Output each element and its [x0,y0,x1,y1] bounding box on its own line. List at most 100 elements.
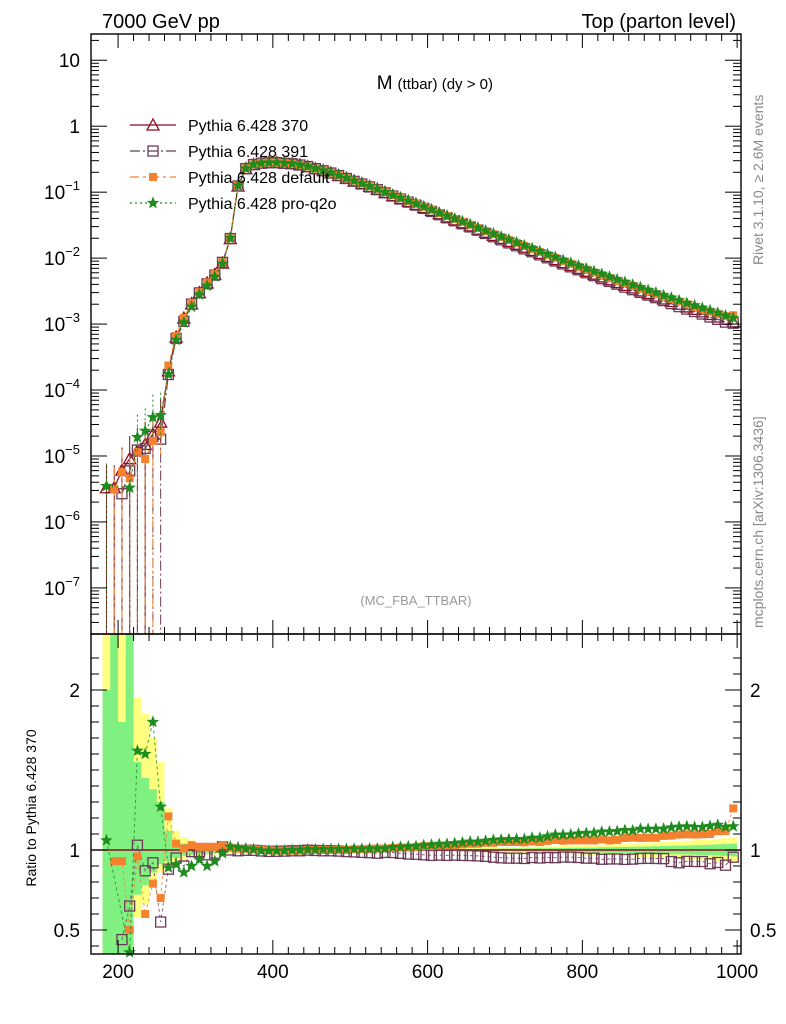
main-point [618,275,632,288]
beam-energy-label: 7000 GeV pp [102,11,220,33]
main-point [726,311,740,324]
ratio-point [549,852,561,864]
ratio-point [195,842,204,851]
x-tick-label: 1000 [716,962,758,983]
ratio-point [510,852,523,864]
ratio-point [148,879,157,888]
y-tick-label: 10−7 [44,574,80,600]
ratio-point [727,851,739,863]
main-point [487,226,500,240]
main-point [657,288,670,301]
ratio-y-tick-label-right: 2 [750,681,761,702]
ratio-point [147,857,159,869]
main-point [285,157,299,170]
ratio-point [696,855,708,868]
legend-entry-2: Pythia 6.428 391 [130,144,308,161]
y-tick-exponent: −2 [65,244,80,259]
main-point [332,168,345,181]
main-point [502,232,516,245]
main-point [719,308,732,321]
ratio-point [706,830,715,838]
ratio-point [659,831,668,840]
ratio-point [673,857,685,869]
ratio-point [680,819,694,832]
main-point [471,221,485,234]
ratio-point [518,852,530,865]
ratio-point [131,839,144,851]
main-point [634,280,647,293]
main-point [579,261,593,274]
ratio-point [712,856,724,869]
ratio-point [433,849,445,861]
rivet-version-label: Rivet 3.1.10, ≥ 2.6M events [750,95,766,265]
y-tick-base: 10 [59,51,80,72]
ratio-point [610,824,624,837]
main-point [216,256,229,270]
y-tick-label: 10−5 [44,442,80,468]
ratio-point [138,747,152,760]
process-label: Top (parton level) [581,11,736,33]
main-point [595,267,608,280]
ratio-point [634,852,647,865]
main-point [146,410,160,423]
main-point [208,269,222,283]
ratio-point [139,865,151,877]
ratio-uncertainty-band [91,634,741,954]
main-point [270,155,283,168]
main-point [370,182,384,195]
ratio-point [425,849,438,862]
y-tick-exponent: −5 [65,442,80,457]
ratio-point [231,840,245,853]
ratio-point [667,831,676,840]
main-point [177,315,191,328]
ratio-point [651,833,660,842]
ratio-point [657,852,670,865]
main-point [200,279,214,292]
analysis-tag: (MC_FBA_TTBAR) [360,593,471,608]
ratio-point [574,836,583,845]
ratio-point [464,849,476,862]
ratio-point [100,833,113,846]
ratio-point [665,855,678,868]
y-tick-exponent: −3 [65,310,80,325]
main-point [239,161,253,174]
ratio-point [495,852,507,864]
main-point [518,238,531,251]
main-point [363,179,376,192]
ratio-point [690,830,699,839]
main-point [386,188,400,201]
ratio-point [565,851,577,863]
y-tick-exponent: −7 [65,574,80,589]
main-point [309,161,322,174]
ratio-point [193,852,206,865]
ratio-panel-series [100,715,740,958]
main-point [169,333,183,346]
legend-entry-3: Pythia 6.428 default [130,170,330,187]
ratio-point [216,846,229,859]
ratio-series-1 [116,839,739,946]
ratio-point [729,804,738,813]
main-point [564,256,578,269]
ratio-point [603,853,616,865]
ratio-point [587,826,601,839]
ratio-frame [90,633,742,955]
ratio-point [580,852,592,864]
ratio-band-yellow [102,634,738,954]
ratio-point [162,860,175,873]
ratio-point [605,836,614,845]
main-point [549,250,562,263]
ratio-point [526,851,538,864]
main-point [340,171,353,184]
ratio-point [681,855,693,868]
ratio-point [588,852,600,864]
main-point [432,206,446,219]
main-point [556,253,570,266]
ratio-band-green [102,634,738,954]
ratio-point [141,910,150,918]
y-tick-base: 10 [44,579,65,600]
ratio-point [154,916,167,928]
ratio-point [726,819,740,832]
main-point [378,185,392,198]
plot-title-sub: (ttbar) (dy > 0) [398,76,493,93]
main-point [138,424,152,437]
